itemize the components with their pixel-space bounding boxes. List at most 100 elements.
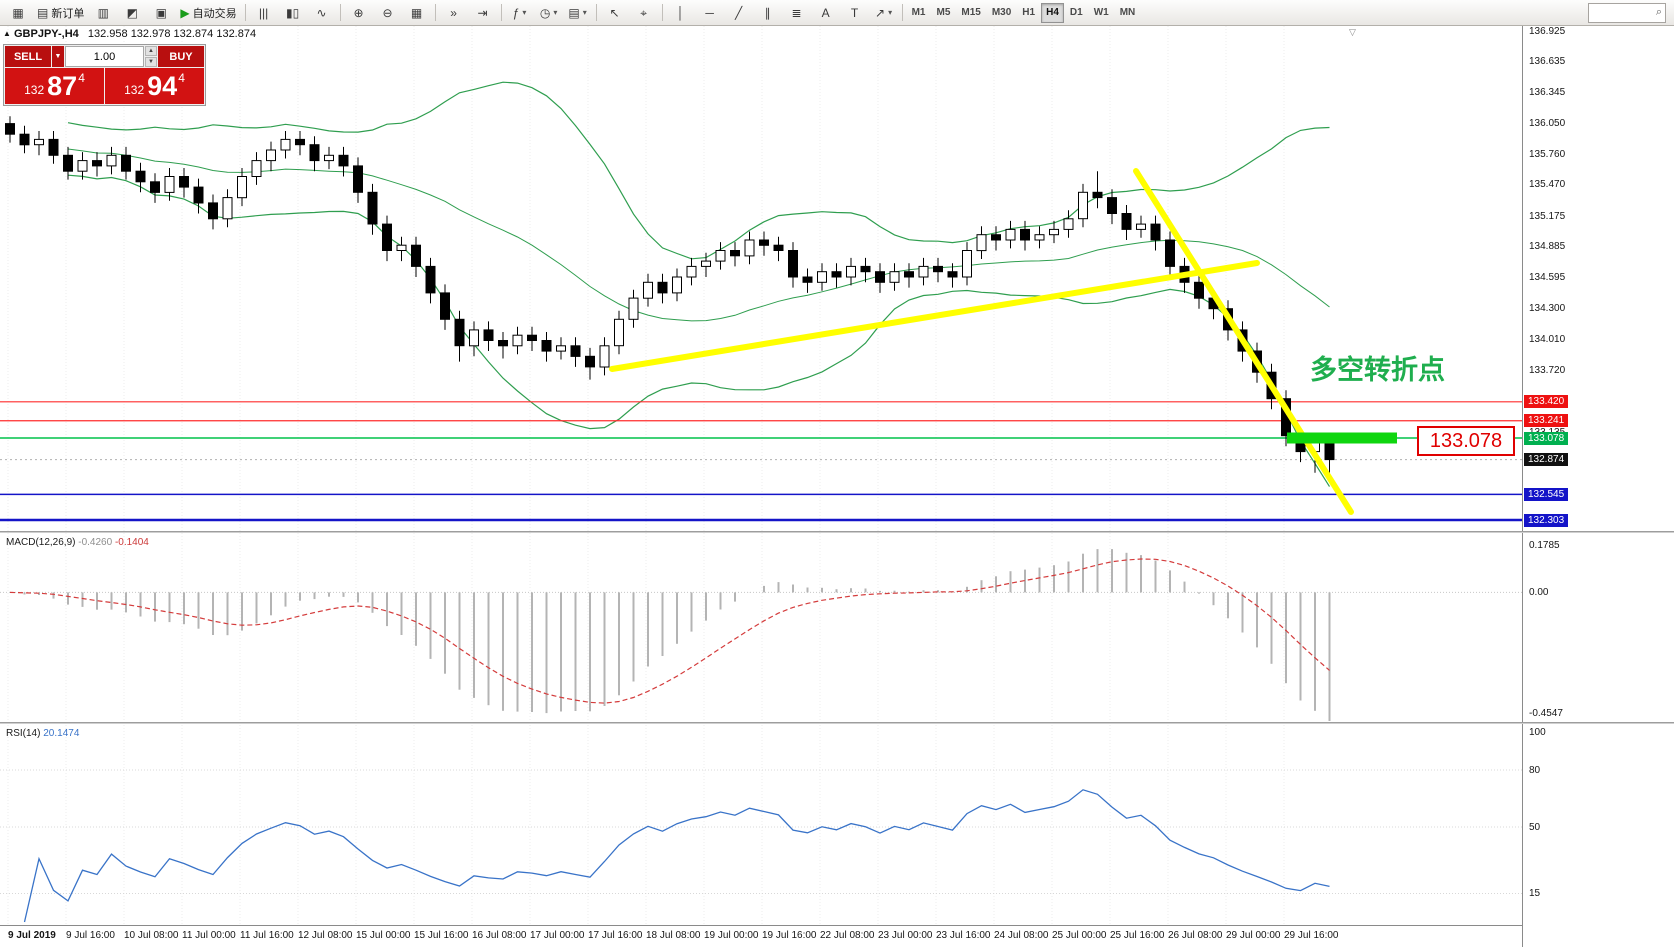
volume-stepper[interactable]: ▲ ▼ [145, 46, 157, 67]
candle-body [672, 276, 682, 294]
toolbar-separator [500, 4, 502, 21]
zoom-out-button[interactable]: ⊖ [374, 2, 402, 24]
one-click-panel-toggle-icon[interactable]: ▲ [3, 29, 11, 38]
candle-body [701, 260, 711, 267]
trendline-button[interactable]: ╱ [725, 2, 753, 24]
chart-shift-marker-icon[interactable]: ▽ [1349, 27, 1356, 37]
horizontal-line-button[interactable]: ─ [696, 2, 724, 24]
equidistant-channel-button[interactable]: ∥ [754, 2, 782, 24]
buy-price-sup: 4 [178, 71, 185, 85]
rsi-pane-divider[interactable] [0, 722, 1674, 724]
chart-shift-button[interactable]: ⇥ [469, 2, 497, 24]
candle-body [889, 271, 900, 283]
bar-chart-button[interactable]: ||| [250, 2, 278, 24]
sell-options-caret-icon[interactable]: ▼ [52, 46, 64, 67]
timeframe-d1-button[interactable]: D1 [1069, 7, 1083, 18]
macd-indicator-label: MACD(12,26,9) -0.4260 -0.1404 [6, 537, 149, 548]
sell-price-box[interactable]: 132 87 4 [5, 68, 104, 104]
volume-input[interactable]: 1.00 [65, 46, 144, 67]
candle-body [744, 239, 755, 257]
search-icon[interactable]: ⌕ [1655, 6, 1662, 18]
candle-body [309, 144, 320, 162]
vertical-line-button[interactable]: │ [667, 2, 695, 24]
macd-pane-divider[interactable] [0, 531, 1674, 533]
buy-button[interactable]: BUY [158, 46, 204, 67]
yellow-trendline[interactable] [1133, 168, 1354, 515]
candle-body [614, 318, 624, 347]
rsi-name: RSI(14) [6, 728, 41, 739]
periods-button[interactable]: ◷ ▾ [535, 2, 563, 24]
autotrading-button[interactable]: ▶ 自动交易 [176, 2, 240, 24]
time-axis-label: 17 Jul 16:00 [588, 930, 643, 941]
price-scale[interactable]: 136.925 136.635 136.345 136.050 135.760 135.4… [1522, 26, 1674, 947]
candle-body [686, 265, 697, 278]
time-axis-label: 25 Jul 00:00 [1052, 930, 1107, 941]
turning-point-annotation[interactable]: 多空转折点 [1310, 355, 1445, 385]
candle-body [1136, 223, 1146, 230]
templates-caret-icon: ▾ [582, 8, 587, 17]
candle-body [527, 334, 537, 342]
periods-caret-icon: ▾ [553, 8, 558, 17]
search-input[interactable] [1591, 4, 1656, 21]
timeframe-m15-button[interactable]: M15 [961, 7, 981, 18]
timeframe-h1-button[interactable]: H1 [1022, 7, 1036, 18]
templates-button[interactable]: ▤ ▾ [564, 2, 592, 24]
price-scale-label: 134.300 [1529, 303, 1566, 315]
new-order-icon: ▤ [37, 5, 49, 20]
navigator-button[interactable]: ◩ [118, 2, 146, 24]
toolbar-separator [339, 4, 341, 21]
candle-body [382, 223, 392, 252]
volume-down-icon[interactable]: ▼ [145, 57, 157, 67]
market-watch-button[interactable]: ▥ [89, 2, 117, 24]
timeframe-m1-button[interactable]: M1 [911, 7, 926, 18]
indicators-button[interactable]: ƒ ▾ [506, 2, 534, 24]
candle-body [788, 250, 798, 278]
timeframe-h4-button[interactable]: H4 [1041, 2, 1064, 23]
candlestick-chart-icon: ▮▯ [285, 5, 300, 20]
line-chart-button[interactable]: ∿ [308, 2, 336, 24]
timeframe-m30-button[interactable]: M30 [991, 7, 1012, 18]
crosshair-button[interactable]: ⌖ [630, 2, 658, 24]
zoom-in-button[interactable]: ⊕ [345, 2, 373, 24]
time-axis-label: 29 Jul 00:00 [1226, 930, 1281, 941]
candlestick-chart-button[interactable]: ▮▯ [279, 2, 307, 24]
fibonacci-button[interactable]: ≣ [783, 2, 811, 24]
new-chart-button[interactable]: ▦ [4, 2, 32, 24]
new-order-button[interactable]: ▤ 新订单 [33, 2, 88, 24]
price-callout-box[interactable]: 133.078 [1417, 426, 1515, 456]
yellow-trendline[interactable] [609, 260, 1260, 372]
price-scale-label: 136.050 [1529, 118, 1566, 130]
horizontal-line-icon: ─ [705, 5, 714, 20]
candle-body [222, 197, 233, 220]
arrows-button[interactable]: ↗ ▾ [870, 2, 898, 24]
time-axis-label: 22 Jul 08:00 [820, 930, 875, 941]
rsi-value: 20.1474 [43, 728, 80, 739]
auto-scroll-button[interactable]: » [440, 2, 468, 24]
timeframe-w1-button[interactable]: W1 [1093, 7, 1109, 18]
chart-shift-icon: ⇥ [477, 5, 488, 20]
volume-up-icon[interactable]: ▲ [145, 46, 157, 56]
highlight-bar[interactable] [1287, 432, 1397, 444]
trendline-icon: ╱ [734, 5, 743, 20]
sell-button[interactable]: SELL [5, 46, 51, 67]
macd-scale-label: -0.4547 [1529, 707, 1563, 719]
text-label-button[interactable]: T [841, 2, 869, 24]
timeframe-mn-button[interactable]: MN [1119, 7, 1136, 18]
candle-body [1150, 223, 1161, 241]
time-axis[interactable]: 9 Jul 2019 9 Jul 16:00 10 Jul 08:00 11 Jul … [0, 925, 1522, 947]
one-click-trading-panel: SELL ▼ 1.00 ▲ ▼ BUY 132 87 4 132 94 4 [3, 44, 206, 106]
templates-icon: ▤ [568, 5, 580, 20]
tile-windows-button[interactable]: ▦ [403, 2, 431, 24]
buy-price-box[interactable]: 132 94 4 [105, 68, 204, 104]
macd-scale-label: 0.00 [1529, 586, 1549, 598]
timeframe-m5-button[interactable]: M5 [936, 7, 951, 18]
text-button[interactable]: A [812, 2, 840, 24]
cursor-button[interactable]: ↖ [601, 2, 629, 24]
candle-body [121, 154, 131, 172]
fibonacci-icon: ≣ [791, 5, 802, 20]
terminal-button[interactable]: ▣ [147, 2, 175, 24]
candle-body [367, 191, 378, 225]
time-axis-label: 15 Jul 16:00 [414, 930, 469, 941]
candle-body [1049, 228, 1059, 236]
